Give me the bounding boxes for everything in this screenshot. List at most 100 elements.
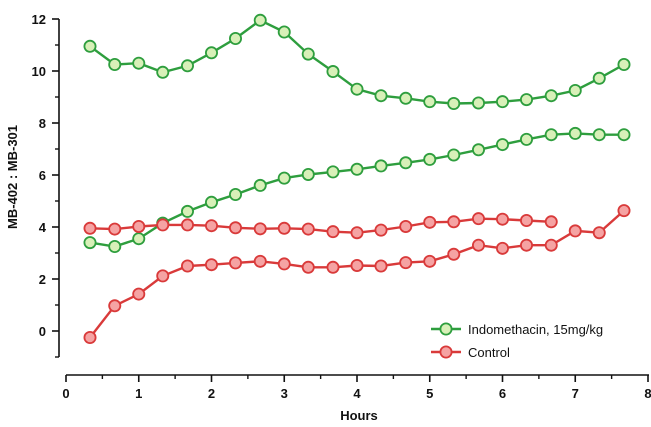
- data-point: [180, 59, 194, 73]
- x-tick-label: 1: [135, 386, 142, 401]
- x-tick-label: 4: [353, 386, 361, 401]
- data-point: [156, 65, 170, 79]
- data-point: [350, 258, 364, 272]
- x-tick-label: 8: [644, 386, 651, 401]
- y-tick-label: 6: [39, 168, 46, 183]
- data-point: [592, 226, 606, 240]
- data-point: [204, 46, 218, 60]
- data-point: [180, 204, 194, 218]
- x-tick-label: 5: [426, 386, 433, 401]
- x-tick-label: 6: [499, 386, 506, 401]
- legend-marker: [439, 345, 453, 359]
- x-tick-label: 0: [62, 386, 69, 401]
- data-point: [471, 96, 485, 110]
- data-point: [326, 225, 340, 239]
- y-tick-label: 12: [32, 12, 46, 27]
- x-tick-label: 7: [572, 386, 579, 401]
- data-point: [277, 257, 291, 271]
- data-point: [447, 148, 461, 162]
- data-point: [108, 299, 122, 313]
- data-point: [253, 222, 267, 236]
- data-point: [544, 89, 558, 103]
- data-point: [350, 82, 364, 96]
- data-point: [301, 47, 315, 61]
- data-point: [180, 259, 194, 273]
- data-point: [204, 219, 218, 233]
- data-point: [301, 222, 315, 236]
- data-point: [156, 218, 170, 232]
- data-point: [132, 219, 146, 233]
- data-point: [108, 58, 122, 72]
- data-point: [326, 165, 340, 179]
- data-point: [520, 132, 534, 146]
- legend-marker: [439, 322, 453, 336]
- data-point: [180, 218, 194, 232]
- x-axis-title: Hours: [340, 408, 378, 423]
- data-point: [592, 128, 606, 142]
- legend-item: Indomethacin, 15mg/kg: [431, 322, 603, 337]
- y-tick-label: 4: [39, 220, 47, 235]
- legend-item: Control: [431, 345, 510, 360]
- data-point: [156, 269, 170, 283]
- data-point: [374, 159, 388, 173]
- data-point: [204, 258, 218, 272]
- data-point: [204, 195, 218, 209]
- data-point: [495, 212, 509, 226]
- data-point: [617, 58, 631, 72]
- data-point: [520, 238, 534, 252]
- data-point: [568, 84, 582, 98]
- data-point: [132, 56, 146, 70]
- data-point: [399, 156, 413, 170]
- data-point: [471, 238, 485, 252]
- y-tick-label: 10: [32, 64, 46, 79]
- data-point: [229, 221, 243, 235]
- data-point: [423, 152, 437, 166]
- data-point: [423, 215, 437, 229]
- data-point: [301, 260, 315, 274]
- data-point: [617, 128, 631, 142]
- data-point: [423, 254, 437, 268]
- data-point: [350, 162, 364, 176]
- data-point: [617, 204, 631, 218]
- data-point: [447, 97, 461, 111]
- legend-label: Indomethacin, 15mg/kg: [468, 322, 603, 337]
- data-point: [471, 143, 485, 157]
- legend: Indomethacin, 15mg/kg Control: [431, 322, 603, 360]
- y-tick-label: 2: [39, 272, 46, 287]
- data-point: [447, 215, 461, 229]
- data-point: [544, 128, 558, 142]
- data-point: [108, 222, 122, 236]
- data-point: [229, 256, 243, 270]
- data-point: [83, 236, 97, 250]
- data-point: [83, 39, 97, 53]
- data-point: [326, 260, 340, 274]
- data-point: [374, 89, 388, 103]
- legend-label: Control: [468, 345, 510, 360]
- data-point: [374, 223, 388, 237]
- data-point: [277, 221, 291, 235]
- data-point: [495, 241, 509, 255]
- data-point: [471, 212, 485, 226]
- data-point: [544, 238, 558, 252]
- data-point: [253, 178, 267, 192]
- data-point: [399, 256, 413, 270]
- data-point: [83, 221, 97, 235]
- plot-area: [83, 13, 631, 344]
- data-point: [447, 247, 461, 261]
- data-point: [544, 215, 558, 229]
- x-tick-label: 2: [208, 386, 215, 401]
- data-point: [253, 254, 267, 268]
- data-point: [495, 95, 509, 109]
- data-point: [277, 171, 291, 185]
- data-point: [399, 219, 413, 233]
- data-point: [568, 224, 582, 238]
- data-point: [253, 13, 267, 27]
- data-point: [132, 287, 146, 301]
- data-point: [423, 95, 437, 109]
- data-point: [83, 330, 97, 344]
- data-point: [495, 138, 509, 152]
- data-point: [108, 239, 122, 253]
- data-point: [229, 32, 243, 46]
